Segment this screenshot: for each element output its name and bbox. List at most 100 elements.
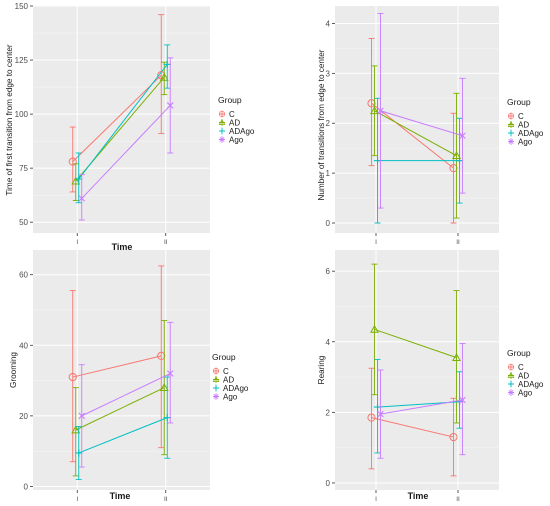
legend-item-c: C xyxy=(223,367,229,376)
point-marker xyxy=(159,383,169,392)
point-marker xyxy=(219,137,225,142)
point-marker xyxy=(78,412,86,420)
point-marker xyxy=(213,394,219,399)
x-tick-label: I xyxy=(76,239,78,246)
series-ad xyxy=(370,65,461,219)
point-marker xyxy=(68,372,77,382)
point-marker xyxy=(78,195,86,202)
legend-item-c: C xyxy=(518,112,524,121)
legend-key-marker xyxy=(508,381,514,387)
y-tick-label: 2 xyxy=(326,408,331,417)
legend-key-marker xyxy=(219,128,225,134)
legend-key-marker xyxy=(218,110,226,118)
point-marker xyxy=(212,376,220,383)
x-axis-title: Time xyxy=(408,491,429,501)
y-tick-label: 125 xyxy=(15,56,29,65)
point-marker xyxy=(370,106,379,115)
y-tick-label: 3 xyxy=(326,69,331,78)
point-marker xyxy=(157,351,166,360)
legend-item-ago: Ago xyxy=(223,393,238,402)
series-ago xyxy=(78,57,174,221)
legend-key-marker xyxy=(508,139,514,144)
x-tick-label: I xyxy=(76,496,78,503)
legend-item-adago: ADAgo xyxy=(229,127,255,136)
legend-item-ago: Ago xyxy=(518,389,533,398)
y-axis-title: Grooming xyxy=(9,352,18,388)
point-marker xyxy=(370,324,379,333)
legend-title: Group xyxy=(218,95,242,105)
series-line xyxy=(380,399,463,415)
y-tick-label: 100 xyxy=(15,110,29,119)
y-tick-label: 20 xyxy=(19,412,28,421)
point-marker xyxy=(377,410,384,418)
point-marker xyxy=(71,425,81,434)
series-adago xyxy=(373,97,464,224)
y-tick-label: 0 xyxy=(24,482,29,491)
series-line xyxy=(78,417,168,454)
point-marker xyxy=(367,99,376,108)
y-tick-label: 40 xyxy=(19,341,28,350)
series-adago xyxy=(75,44,171,204)
legend-item-c: C xyxy=(229,110,235,119)
point-marker xyxy=(508,390,514,395)
legend-key-marker xyxy=(508,390,514,395)
point-marker xyxy=(507,112,515,120)
x-tick-label: II xyxy=(164,239,168,246)
point-marker xyxy=(166,370,174,377)
x-axis-title: Time xyxy=(110,491,131,501)
x-tick-label: II xyxy=(456,496,460,503)
series-line xyxy=(374,110,457,157)
y-tick-label: 1 xyxy=(326,169,331,178)
y-axis-title: Time of first transition from edge to ce… xyxy=(5,44,14,195)
y-tick-label: 6 xyxy=(326,267,331,276)
series-line xyxy=(78,64,168,180)
series-adago xyxy=(75,376,171,480)
legend-key-marker xyxy=(508,130,514,136)
series-ad xyxy=(71,320,169,477)
series-ad xyxy=(370,263,461,424)
series-line xyxy=(371,417,454,438)
x-axis-title: Time xyxy=(112,242,133,252)
point-marker xyxy=(71,176,81,185)
y-tick-label: 2 xyxy=(326,119,331,128)
y-tick-label: 75 xyxy=(19,164,28,173)
legend-title: Group xyxy=(212,352,236,362)
legend-item-adago: ADAgo xyxy=(518,380,544,389)
point-marker xyxy=(166,102,174,109)
y-tick-label: 50 xyxy=(19,218,28,227)
series-line xyxy=(380,110,463,137)
point-marker xyxy=(452,353,461,362)
series-c xyxy=(68,14,166,193)
legend-item-ago: Ago xyxy=(229,136,244,145)
point-marker xyxy=(507,121,515,128)
x-tick-label: II xyxy=(456,239,460,246)
series-line xyxy=(81,373,171,417)
legend-item-ago: Ago xyxy=(518,138,533,147)
point-marker xyxy=(367,413,376,422)
series-line xyxy=(371,102,454,169)
y-axis-title: Rearing xyxy=(317,355,326,384)
point-marker xyxy=(377,107,384,115)
y-tick-label: 4 xyxy=(326,19,331,28)
y-tick-label: 0 xyxy=(326,479,331,488)
point-marker xyxy=(159,72,169,81)
point-marker xyxy=(459,396,466,404)
point-marker xyxy=(452,151,461,160)
y-tick-label: 4 xyxy=(326,338,331,347)
legend-key-marker xyxy=(212,367,220,375)
series-line xyxy=(72,355,162,378)
point-marker xyxy=(508,139,514,144)
plot-background xyxy=(33,250,210,490)
legend-key-marker xyxy=(507,363,515,371)
legend-key-marker xyxy=(213,394,219,399)
point-marker xyxy=(449,432,458,442)
plot-background xyxy=(335,6,499,233)
legend-key-marker xyxy=(212,376,220,383)
x-tick-label: I xyxy=(375,496,377,503)
legend-title: Group xyxy=(507,97,531,107)
y-tick-label: 150 xyxy=(15,2,29,11)
